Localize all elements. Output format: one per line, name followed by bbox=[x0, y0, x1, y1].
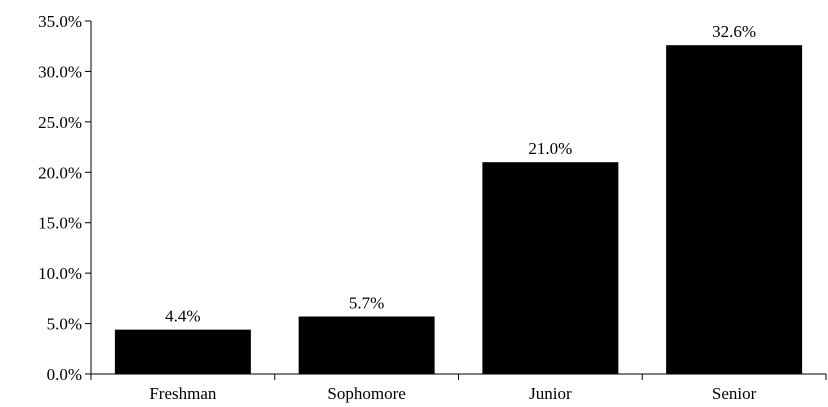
y-tick-label: 30.0% bbox=[38, 62, 82, 81]
bars bbox=[114, 45, 803, 374]
y-tick-label: 25.0% bbox=[38, 113, 82, 132]
x-category-label: Junior bbox=[529, 384, 572, 403]
data-labels: 4.4% 5.7% 21.0% 32.6% bbox=[165, 22, 756, 325]
data-label-freshman: 4.4% bbox=[165, 307, 200, 326]
y-tick-label: 35.0% bbox=[38, 12, 82, 31]
x-axis: Freshman Sophomore Junior Senior bbox=[90, 373, 827, 403]
bar-junior bbox=[482, 162, 619, 374]
data-label-sophomore: 5.7% bbox=[349, 294, 384, 313]
y-tick-label: 5.0% bbox=[47, 315, 82, 334]
y-tick-label: 15.0% bbox=[38, 214, 82, 233]
x-category-label: Senior bbox=[712, 384, 757, 403]
data-label-junior: 21.0% bbox=[528, 139, 572, 158]
bar-senior bbox=[666, 45, 803, 374]
bar-sophomore bbox=[298, 316, 435, 374]
y-tick-label: 10.0% bbox=[38, 264, 82, 283]
bar-freshman bbox=[114, 329, 251, 374]
y-tick-label: 20.0% bbox=[38, 163, 82, 182]
data-label-senior: 32.6% bbox=[712, 22, 756, 41]
x-category-label: Freshman bbox=[149, 384, 217, 403]
y-tick-label: 0.0% bbox=[47, 365, 82, 384]
y-axis: 0.0% 5.0% 10.0% 15.0% 20.0% 25.0% 30.0% 35.0% bbox=[38, 12, 92, 384]
x-category-label: Sophomore bbox=[327, 384, 405, 403]
